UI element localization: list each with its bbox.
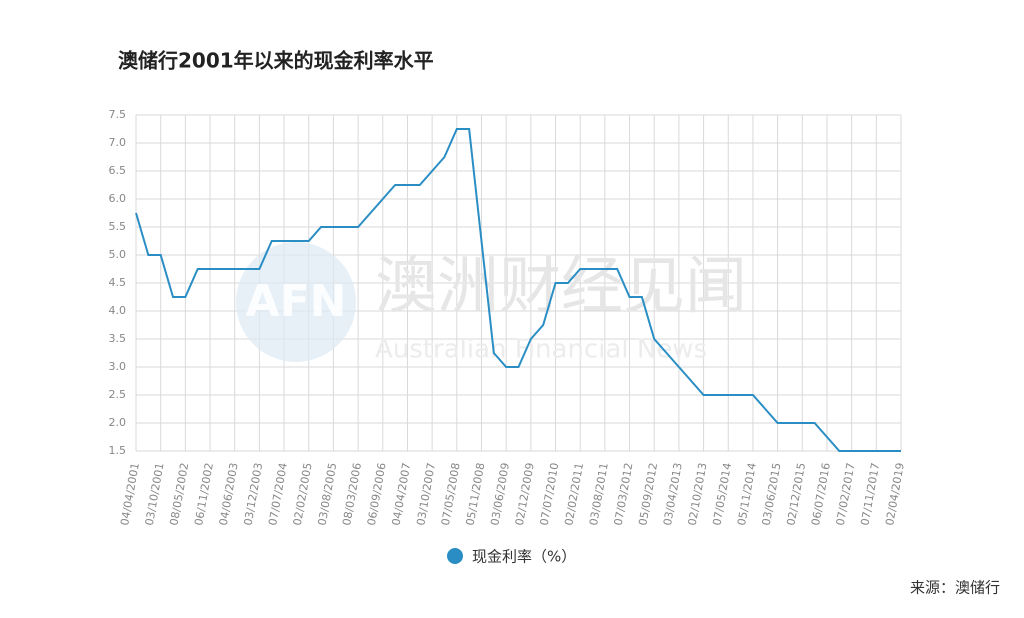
x-tick-label: 04/04/2001	[118, 462, 142, 527]
chart-title: 澳储行2001年以来的现金利率水平	[118, 49, 434, 73]
y-tick-label: 6.5	[109, 164, 127, 177]
y-tick-label: 6.0	[109, 192, 127, 205]
watermark-logo: AFN	[246, 276, 347, 327]
x-tick-label: 07/07/2004	[266, 462, 290, 527]
x-tick-label: 06/07/2016	[809, 462, 833, 527]
x-tick-label: 05/11/2008	[464, 462, 488, 527]
y-tick-label: 4.5	[109, 276, 127, 289]
x-tick-label: 02/02/2011	[562, 462, 586, 527]
x-tick-label: 02/04/2019	[883, 462, 907, 527]
x-tick-label: 03/08/2011	[587, 462, 611, 527]
x-tick-label: 06/09/2006	[365, 462, 389, 527]
y-tick-label: 1.5	[109, 444, 127, 457]
x-tick-label: 04/06/2003	[217, 462, 241, 527]
x-tick-label: 05/11/2014	[735, 462, 759, 527]
x-tick-label: 03/10/2001	[143, 462, 167, 527]
y-tick-label: 4.0	[109, 304, 127, 317]
x-tick-label: 07/07/2010	[538, 462, 562, 527]
y-tick-label: 7.0	[109, 136, 127, 149]
x-tick-label: 02/10/2013	[686, 462, 710, 527]
x-tick-label: 03/12/2003	[241, 462, 265, 527]
x-tick-label: 07/02/2017	[834, 462, 858, 527]
x-tick-label: 03/10/2007	[414, 462, 438, 527]
watermark-sub: Australian Financial News	[375, 335, 707, 365]
x-tick-label: 03/06/2009	[488, 462, 512, 527]
x-tick-label: 07/11/2017	[858, 462, 882, 527]
watermark-circle	[236, 242, 356, 362]
x-tick-label: 02/02/2005	[291, 462, 315, 527]
x-tick-label: 03/04/2013	[661, 462, 685, 527]
y-tick-label: 3.5	[109, 332, 127, 345]
x-tick-label: 02/12/2015	[784, 462, 808, 527]
x-tick-label: 02/12/2009	[513, 462, 537, 527]
y-tick-label: 3.0	[109, 360, 127, 373]
legend-label: 现金利率（%）	[472, 548, 576, 566]
x-tick-label: 04/04/2007	[390, 462, 414, 527]
y-tick-label: 5.0	[109, 248, 127, 261]
series-line	[135, 128, 901, 452]
x-tick-label: 03/06/2015	[760, 462, 784, 527]
watermark: 澳洲财经见闻	[375, 249, 747, 322]
legend-marker	[447, 548, 463, 564]
source: 来源：澳储行	[910, 579, 1000, 597]
x-tick-label: 08/05/2002	[167, 462, 191, 527]
x-tick-label: 05/09/2012	[636, 462, 660, 527]
x-tick-label: 08/03/2006	[340, 462, 364, 527]
x-tick-label: 03/08/2005	[316, 462, 340, 527]
y-tick-label: 5.5	[109, 220, 127, 233]
y-tick-label: 2.5	[109, 388, 127, 401]
x-tick-label: 07/03/2012	[612, 462, 636, 527]
y-tick-label: 7.5	[109, 108, 127, 121]
y-tick-label: 2.0	[109, 416, 127, 429]
x-tick-label: 07/05/2008	[439, 462, 463, 527]
x-tick-label: 06/11/2002	[192, 462, 216, 527]
x-tick-label: 07/05/2014	[710, 462, 734, 527]
